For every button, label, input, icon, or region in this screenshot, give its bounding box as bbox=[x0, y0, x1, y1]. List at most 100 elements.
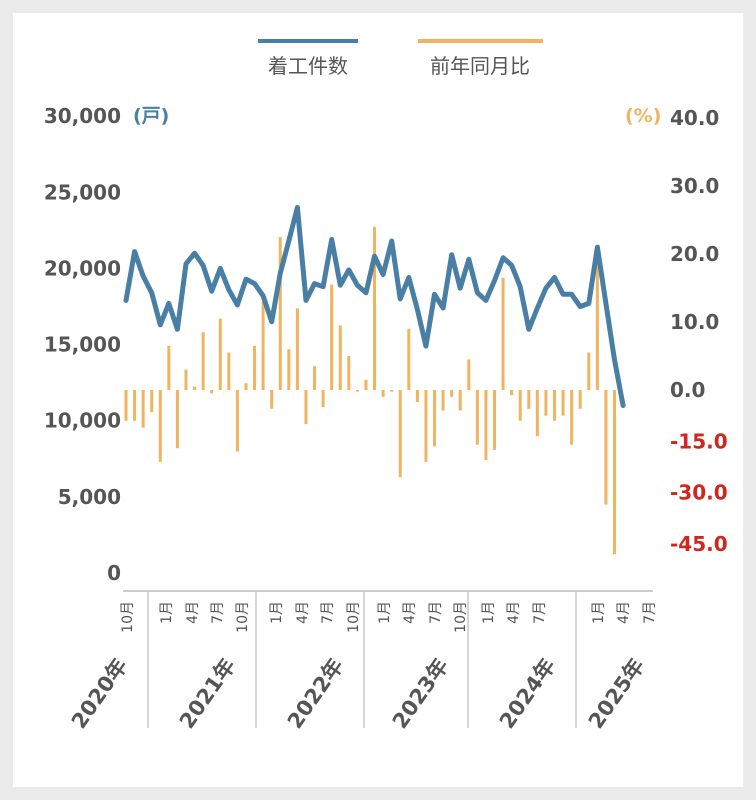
legend-label-yoy: 前年同月比 bbox=[430, 54, 530, 78]
yoy-bars bbox=[124, 226, 616, 555]
right-tick-label: 0.0 bbox=[670, 378, 705, 402]
yoy-bar bbox=[244, 383, 248, 390]
right-tick-label: 10.0 bbox=[670, 310, 719, 334]
x-month-label: 7月 bbox=[320, 601, 336, 624]
x-year-label: 2020年 bbox=[67, 654, 132, 733]
yoy-bar bbox=[612, 390, 616, 555]
x-month-label: 1月 bbox=[159, 601, 175, 624]
yoy-bar bbox=[355, 390, 359, 392]
right-axis: 40.0 30.0 20.0 10.0 0.0 -15.0 -30.0 -45.0 bbox=[670, 106, 728, 556]
right-tick-label: -45.0 bbox=[670, 532, 728, 556]
x-month-label: 4月 bbox=[185, 601, 201, 624]
yoy-bar bbox=[398, 390, 402, 478]
x-month-label: 1月 bbox=[377, 601, 393, 624]
left-axis: 0 5,000 10,000 15,000 20,000 25,000 30,000 bbox=[44, 104, 121, 585]
yoy-bar bbox=[484, 390, 488, 461]
right-tick-label: 20.0 bbox=[670, 242, 719, 266]
yoy-bar bbox=[158, 390, 162, 462]
right-tick-label: 30.0 bbox=[670, 174, 719, 198]
x-month-label: 7月 bbox=[428, 601, 444, 624]
yoy-bar bbox=[218, 318, 222, 390]
x-year-label: 2022年 bbox=[283, 654, 348, 733]
yoy-bar bbox=[235, 390, 239, 452]
yoy-bar bbox=[124, 390, 128, 421]
starts-series-line bbox=[123, 205, 626, 408]
yoy-bar bbox=[175, 390, 179, 449]
yoy-bar bbox=[201, 332, 205, 390]
x-month-label: 1月 bbox=[591, 601, 607, 624]
yoy-bar bbox=[578, 390, 582, 409]
yoy-bar bbox=[561, 390, 565, 416]
yoy-bar bbox=[381, 390, 385, 397]
yoy-bar bbox=[338, 325, 342, 390]
x-month-label: 1月 bbox=[269, 601, 285, 624]
x-axis: 10月 1月 4月 7月 10月 1月 4月 7月 10月 1月 4月 7月 10月 1月 4月 7月 1月 4月… bbox=[67, 590, 658, 733]
yoy-bar bbox=[330, 284, 334, 390]
yoy-bar bbox=[441, 390, 445, 411]
yoy-bar bbox=[193, 386, 197, 390]
yoy-bar bbox=[313, 366, 317, 390]
legend-label-starts: 着工件数 bbox=[268, 54, 348, 78]
left-tick-label: 10,000 bbox=[44, 409, 121, 433]
yoy-bar bbox=[467, 359, 471, 390]
yoy-bar bbox=[364, 379, 368, 390]
yoy-bar bbox=[493, 390, 497, 450]
x-month-label: 7月 bbox=[642, 601, 658, 624]
x-month-label: 4月 bbox=[402, 601, 418, 624]
x-month-label: 4月 bbox=[506, 601, 522, 624]
yoy-bar bbox=[261, 301, 265, 390]
yoy-bar bbox=[450, 390, 454, 397]
combo-chart: 着工件数 前年同月比 (戸) (%) 0 5,000 10,000 15,000 20,… bbox=[44, 39, 728, 733]
yoy-bar bbox=[347, 356, 351, 390]
yoy-bar bbox=[595, 260, 599, 390]
yoy-bar bbox=[167, 345, 171, 390]
yoy-bar bbox=[501, 277, 505, 390]
yoy-bar bbox=[278, 237, 282, 390]
right-axis-unit: (%) bbox=[625, 105, 661, 127]
yoy-bar bbox=[184, 369, 188, 390]
yoy-bar bbox=[544, 390, 548, 416]
chart-card: 着工件数 前年同月比 (戸) (%) 0 5,000 10,000 15,000 20,… bbox=[13, 13, 743, 787]
yoy-bar bbox=[587, 352, 591, 390]
yoy-bar bbox=[527, 390, 531, 409]
x-month-label: 10月 bbox=[346, 601, 362, 633]
yoy-bar bbox=[433, 390, 437, 447]
right-tick-label: -30.0 bbox=[670, 481, 728, 505]
yoy-bar bbox=[407, 328, 411, 390]
x-month-label: 7月 bbox=[532, 601, 548, 624]
yoy-bar bbox=[141, 390, 145, 428]
yoy-bar bbox=[553, 390, 556, 421]
yoy-bar bbox=[518, 390, 522, 421]
yoy-bar bbox=[415, 390, 419, 402]
yoy-bar bbox=[570, 390, 574, 445]
yoy-bar bbox=[270, 390, 274, 409]
x-year-label: 2021年 bbox=[175, 654, 240, 733]
x-month-label: 10月 bbox=[120, 601, 136, 633]
yoy-bar bbox=[535, 390, 539, 437]
yoy-bar bbox=[390, 390, 394, 392]
x-month-label: 10月 bbox=[453, 601, 469, 633]
x-year-label: 2023年 bbox=[388, 654, 453, 733]
yoy-bar bbox=[133, 390, 137, 421]
x-month-label: 7月 bbox=[210, 601, 226, 624]
yoy-bar bbox=[424, 390, 428, 462]
x-month-label: 4月 bbox=[616, 601, 632, 624]
left-axis-unit: (戸) bbox=[133, 105, 169, 127]
yoy-bar bbox=[295, 308, 299, 390]
right-tick-label: -15.0 bbox=[670, 429, 728, 453]
left-tick-label: 15,000 bbox=[44, 333, 121, 357]
left-tick-label: 30,000 bbox=[44, 104, 121, 128]
yoy-bar bbox=[510, 390, 514, 396]
yoy-bar bbox=[373, 226, 377, 390]
starts-line bbox=[123, 205, 626, 408]
left-tick-label: 25,000 bbox=[44, 180, 121, 204]
yoy-bar bbox=[304, 390, 308, 425]
yoy-bar bbox=[321, 390, 325, 408]
yoy-bar bbox=[287, 349, 291, 390]
x-month-label: 1月 bbox=[481, 601, 497, 624]
left-tick-label: 20,000 bbox=[44, 256, 121, 280]
x-month-label: 10月 bbox=[235, 601, 251, 633]
yoy-bar bbox=[150, 390, 154, 413]
yoy-bar bbox=[458, 390, 462, 411]
x-month-label: 4月 bbox=[295, 601, 311, 624]
